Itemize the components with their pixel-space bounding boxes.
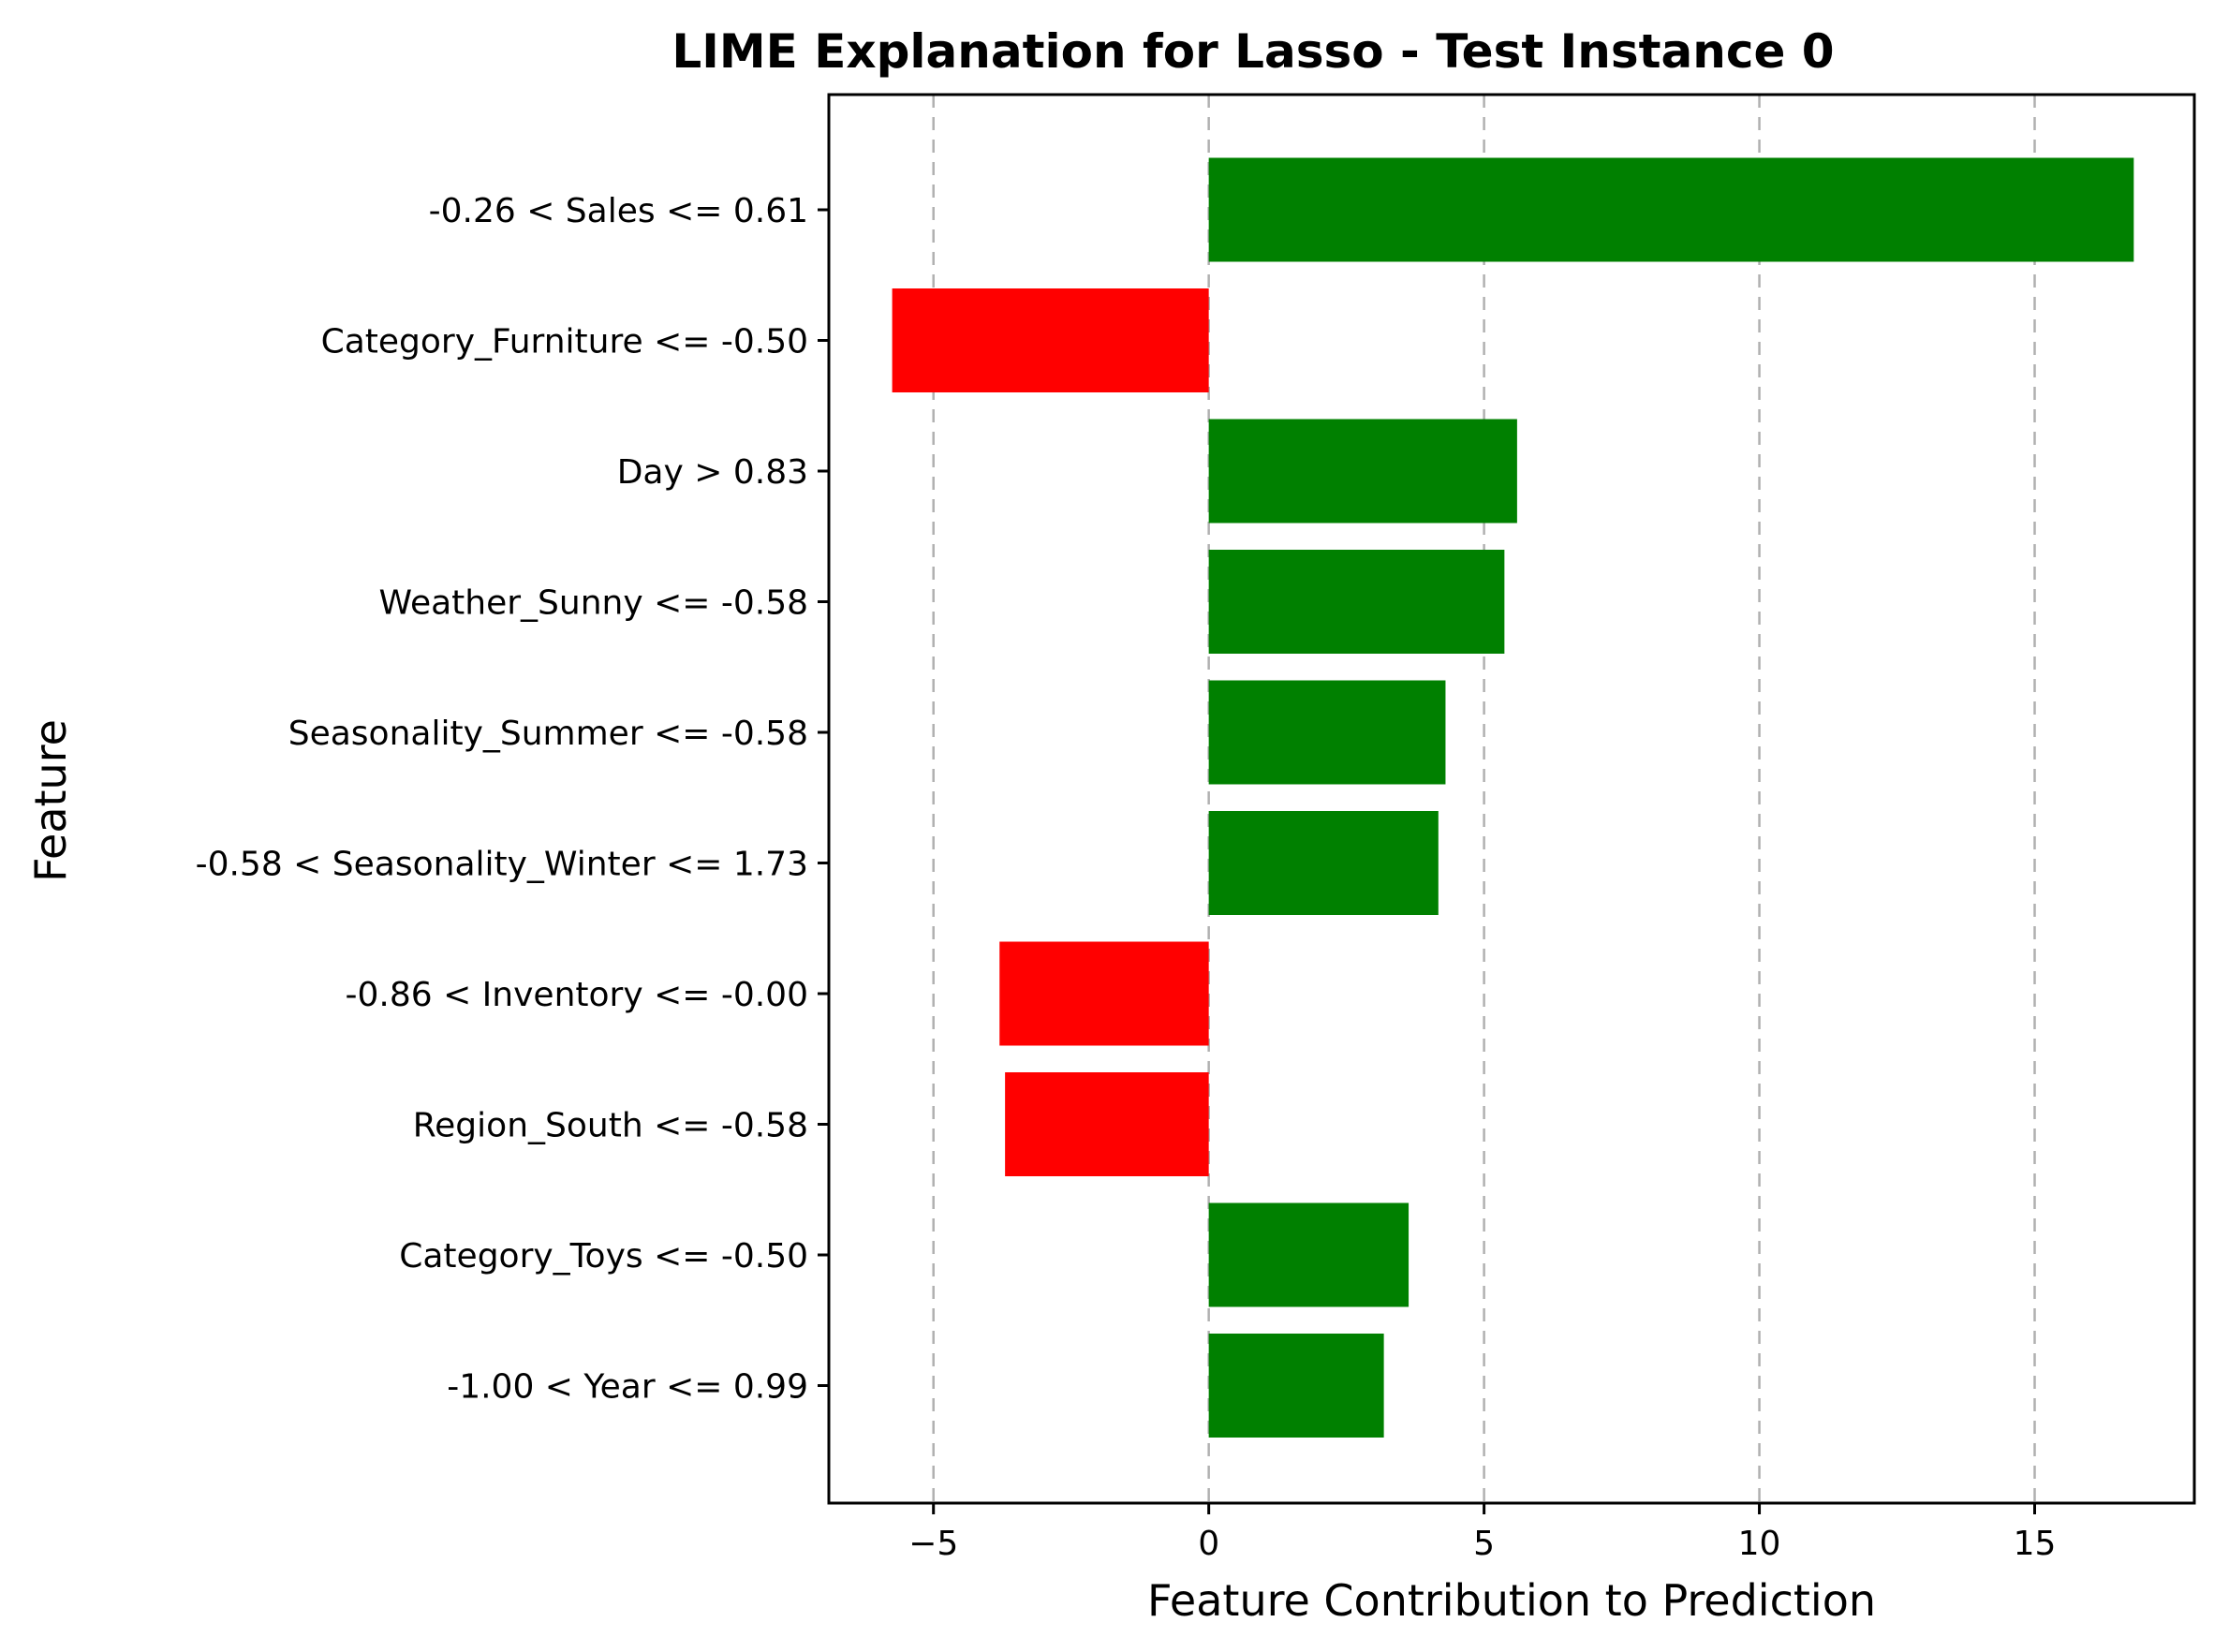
y-tick-label: Day > 0.83 xyxy=(617,453,808,492)
y-axis-label: Feature xyxy=(25,719,76,882)
y-tick-label: -0.26 < Sales <= 0.61 xyxy=(429,192,808,230)
plot-frame xyxy=(827,93,2196,1505)
x-axis-label: Feature Contribution to Prediction xyxy=(1147,1575,1876,1626)
y-tick-label: Region_South <= -0.58 xyxy=(413,1107,808,1145)
chart-title: LIME Explanation for Lasso - Test Instan… xyxy=(672,24,1834,79)
x-axis-ticks: −5 0 5 10 15 xyxy=(908,1503,2056,1563)
bar xyxy=(1208,1202,1410,1307)
x-tick-label: 10 xyxy=(1738,1525,1781,1563)
bar xyxy=(1208,680,1446,785)
y-tick-label: -0.58 < Seasonality_Winter <= 1.73 xyxy=(196,846,808,884)
bar xyxy=(1005,1072,1209,1176)
bar xyxy=(892,288,1209,392)
y-tick-label: -1.00 < Year <= 0.99 xyxy=(447,1368,808,1407)
bar xyxy=(1208,419,1517,524)
y-tick-label: Category_Furniture <= -0.50 xyxy=(321,323,808,361)
y-tick-label: Category_Toys <= -0.50 xyxy=(399,1237,808,1276)
x-tick-label: −5 xyxy=(908,1525,958,1563)
y-tick-label: -0.86 < Inventory <= -0.00 xyxy=(345,976,808,1014)
x-tick-label: 5 xyxy=(1473,1525,1495,1563)
x-tick-label: 15 xyxy=(2014,1525,2057,1563)
bar xyxy=(1208,550,1505,654)
bar xyxy=(1208,157,2134,262)
bar xyxy=(999,941,1209,1046)
bars xyxy=(892,157,2134,1438)
bar xyxy=(1208,1334,1384,1438)
y-tick-label: Seasonality_Summer <= -0.58 xyxy=(288,715,808,753)
x-tick-label: 0 xyxy=(1198,1525,1219,1563)
y-tick-label: Weather_Sunny <= -0.58 xyxy=(378,584,808,623)
y-axis-ticks: -0.26 < Sales <= 0.61 Category_Furniture … xyxy=(196,192,829,1407)
bar xyxy=(1208,811,1439,915)
